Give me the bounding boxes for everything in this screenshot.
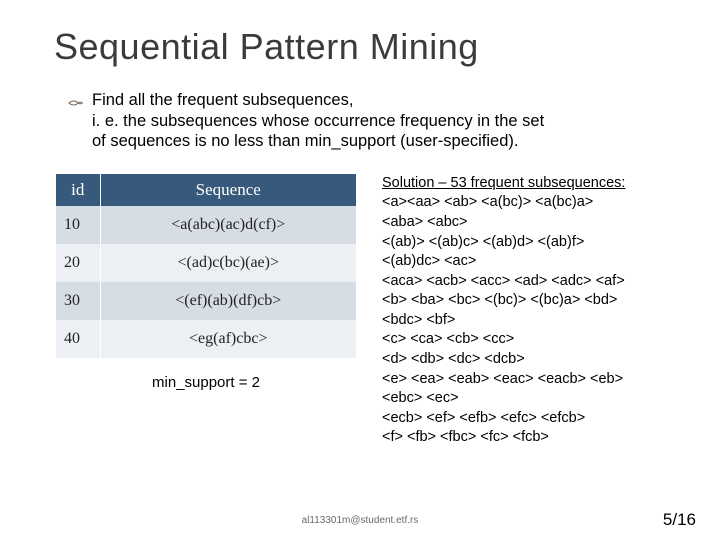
solution-line: <ebc> <ec> (382, 390, 459, 406)
body-paragraph: Find all the frequent subsequences, i. e… (92, 90, 674, 152)
body-line-1: Find all the frequent subsequences, (92, 91, 353, 109)
solution-line: <e> <ea> <eab> <eac> <eacb> <eb> (382, 371, 623, 387)
solution-line: <ecb> <ef> <efb> <efc> <efcb> (382, 410, 585, 426)
col-header-id: id (56, 174, 100, 206)
slide: Sequential Pattern Mining Find all the f… (0, 0, 720, 540)
page-number: 5/16 (663, 510, 696, 530)
solution-line: <a><aa> <ab> <a(bc)> <a(bc)a> (382, 194, 593, 210)
solution-line: <f> <fb> <fbc> <fc> <fcb> (382, 429, 549, 445)
cell-seq: <(ef)(ab)(df)cb> (100, 282, 356, 320)
cell-seq: <(ad)c(bc)(ae)> (100, 244, 356, 282)
solution-line: <c> <ca> <cb> <cc> (382, 331, 514, 347)
solution-line: <(ab)> <(ab)c> <(ab)d> <(ab)f> (382, 234, 584, 250)
solution-line: <d> <db> <dc> <dcb> (382, 351, 525, 367)
solution-line: <bdc> <bf> (382, 312, 455, 328)
table-row: 40 <eg(af)cbc> (56, 320, 356, 358)
solution-line: <(ab)dc> <ac> (382, 253, 476, 269)
cell-id: 40 (56, 320, 100, 358)
body-line-3: of sequences is no less than min_support… (92, 132, 518, 150)
solution-line: <aba> <abc> (382, 214, 467, 230)
lower-region: id Sequence 10 <a(abc)(ac)d(cf)> 20 <(ad… (26, 174, 694, 448)
cell-id: 10 (56, 206, 100, 244)
cell-seq: <a(abc)(ac)d(cf)> (100, 206, 356, 244)
table-row: 20 <(ad)c(bc)(ae)> (56, 244, 356, 282)
cell-id: 20 (56, 244, 100, 282)
table-row: 10 <a(abc)(ac)d(cf)> (56, 206, 356, 244)
cell-seq: <eg(af)cbc> (100, 320, 356, 358)
cell-id: 30 (56, 282, 100, 320)
left-column: id Sequence 10 <a(abc)(ac)d(cf)> 20 <(ad… (56, 174, 356, 448)
table-header-row: id Sequence (56, 174, 356, 206)
min-support-label: min_support = 2 (56, 374, 356, 391)
sequence-table: id Sequence 10 <a(abc)(ac)d(cf)> 20 <(ad… (56, 174, 356, 358)
col-header-seq: Sequence (100, 174, 356, 206)
solution-line: <b> <ba> <bc> <(bc)> <(bc)a> <bd> (382, 292, 617, 308)
bullet-icon (68, 94, 84, 115)
solution-block: Solution – 53 frequent subsequences: <a>… (382, 174, 694, 448)
table-row: 30 <(ef)(ab)(df)cb> (56, 282, 356, 320)
body-line-2: i. e. the subsequences whose occurrence … (92, 112, 544, 130)
slide-title: Sequential Pattern Mining (54, 26, 694, 68)
footer-email: al113301m@student.etf.rs (0, 515, 720, 526)
solution-line: <aca> <acb> <acc> <ad> <adc> <af> (382, 273, 625, 289)
solution-heading: Solution – 53 frequent subsequences: (382, 175, 625, 191)
